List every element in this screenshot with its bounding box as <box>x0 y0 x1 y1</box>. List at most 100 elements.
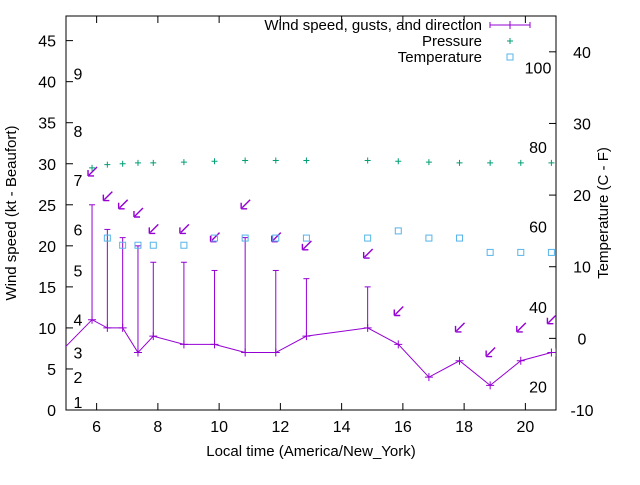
beaufort-label: 9 <box>74 66 83 83</box>
pressure-point <box>487 159 494 166</box>
wind-direction-arrow <box>485 347 496 358</box>
wind-speed-point <box>394 340 403 349</box>
wind-direction-arrow <box>102 191 113 202</box>
wind-speed-point <box>424 373 433 382</box>
y-tick-label: 10 <box>38 321 56 338</box>
temperature-point <box>517 248 525 256</box>
y-tick-label: 25 <box>38 198 56 215</box>
legend-label-pressure: Pressure <box>422 33 482 50</box>
wind-speed-point <box>486 381 495 390</box>
beaufort-label: 5 <box>74 263 83 280</box>
pressure-point <box>364 157 371 164</box>
fahrenheit-label: 40 <box>529 300 547 317</box>
x-tick-label: 10 <box>210 419 228 436</box>
wind-speed-point <box>455 356 464 365</box>
wind-direction-arrow <box>546 314 556 325</box>
y-axis-title: Wind speed (kt - Beaufort) <box>3 125 20 300</box>
wind-speed-point <box>103 323 112 332</box>
plot-frame <box>65 15 557 411</box>
wind-direction-arrow <box>179 223 190 235</box>
pressure-point <box>456 159 463 166</box>
wind-direction-arrow <box>240 199 251 210</box>
fahrenheit-label: 100 <box>525 61 552 78</box>
wind-speed-point <box>56 349 64 357</box>
pressure-point <box>180 159 187 166</box>
wind-direction-arrow <box>301 240 312 251</box>
fahrenheit-label: 20 <box>529 379 547 396</box>
wind-speed-point <box>302 332 311 341</box>
pressure-point <box>134 159 141 166</box>
y-tick-label: 30 <box>38 157 56 174</box>
pressure-point <box>517 159 524 166</box>
x-tick-label: 12 <box>271 419 289 436</box>
pressure-point <box>303 157 310 164</box>
temperature-point <box>486 248 494 256</box>
temperature-point <box>180 241 188 249</box>
y2-tick-label: 0 <box>578 331 587 348</box>
x-tick-label: 18 <box>455 419 473 436</box>
wind-speed-point <box>241 348 250 357</box>
pressure-point <box>242 157 249 164</box>
beaufort-label: 6 <box>74 222 83 239</box>
y-tick-label: 35 <box>38 116 56 133</box>
pressure-point <box>425 159 432 166</box>
y-tick-label: 40 <box>38 75 56 92</box>
beaufort-label: 2 <box>74 370 83 387</box>
y-tick-label: 0 <box>47 403 56 420</box>
temperature-point <box>425 234 433 242</box>
temperature-point <box>134 241 142 249</box>
temperature-point <box>364 234 372 242</box>
pressure-point <box>104 161 111 168</box>
legend-marker-pressure <box>507 38 513 44</box>
wind-speed-point <box>552 348 556 357</box>
y2-tick-label: 10 <box>573 260 591 277</box>
y-tick-label: 20 <box>38 239 56 256</box>
wind-speed-point <box>179 340 188 349</box>
x-tick-label: 8 <box>153 419 162 436</box>
wind-speed-point <box>88 315 97 324</box>
y2-tick-label: 30 <box>573 116 591 133</box>
temperature-point <box>211 234 219 242</box>
plot-area <box>56 157 556 390</box>
y2-tick-label: 20 <box>573 188 591 205</box>
wind-direction-arrow <box>87 166 98 177</box>
x-tick-label: 14 <box>333 419 351 436</box>
x-axis-title: Local time (America/New_York) <box>206 443 416 460</box>
wind-direction-arrow <box>117 199 129 210</box>
y-tick-label: 15 <box>38 280 56 297</box>
beaufort-label: 1 <box>74 395 83 412</box>
temperature-point <box>103 234 111 242</box>
wind-speed-point <box>516 356 525 365</box>
wind-speed-point <box>363 323 372 332</box>
legend-marker-wind <box>489 21 531 29</box>
wind-speed-point <box>133 348 142 357</box>
wind-speed-point <box>118 323 127 332</box>
pressure-point <box>548 159 555 166</box>
temperature-point <box>302 234 310 242</box>
temperature-point <box>547 248 555 256</box>
beaufort-label: 8 <box>74 124 83 141</box>
x-tick-label: 16 <box>394 419 412 436</box>
beaufort-label: 7 <box>74 173 83 190</box>
y2-tick-label: 40 <box>573 45 591 62</box>
wind-speed-point <box>271 348 280 357</box>
wind-direction-arrow <box>148 223 159 235</box>
wind-direction-arrow <box>133 207 144 218</box>
wind-direction-arrow <box>271 232 282 243</box>
pressure-point <box>211 158 218 165</box>
legend-marker-temperature <box>506 53 514 61</box>
x-tick-label: 20 <box>516 419 534 436</box>
legend-label-temperature: Temperature <box>398 49 482 66</box>
temperature-point <box>394 227 402 235</box>
pressure-point <box>89 164 96 171</box>
temperature-point <box>149 241 157 249</box>
temperature-point <box>119 241 127 249</box>
wind-direction-arrow <box>454 322 466 333</box>
legend-label-wind: Wind speed, gusts, and direction <box>264 17 482 34</box>
wind-direction-arrow <box>209 232 221 243</box>
y2-tick-label: -10 <box>570 403 593 420</box>
temperature-point <box>272 234 280 242</box>
wind-direction-arrow <box>516 322 527 333</box>
